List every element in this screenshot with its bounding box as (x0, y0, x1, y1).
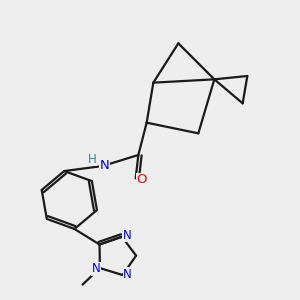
Text: N: N (99, 159, 109, 172)
Text: H: H (88, 153, 96, 166)
Text: N: N (92, 262, 101, 275)
Text: N: N (123, 268, 132, 281)
Text: O: O (136, 173, 147, 186)
Text: N: N (123, 229, 131, 242)
